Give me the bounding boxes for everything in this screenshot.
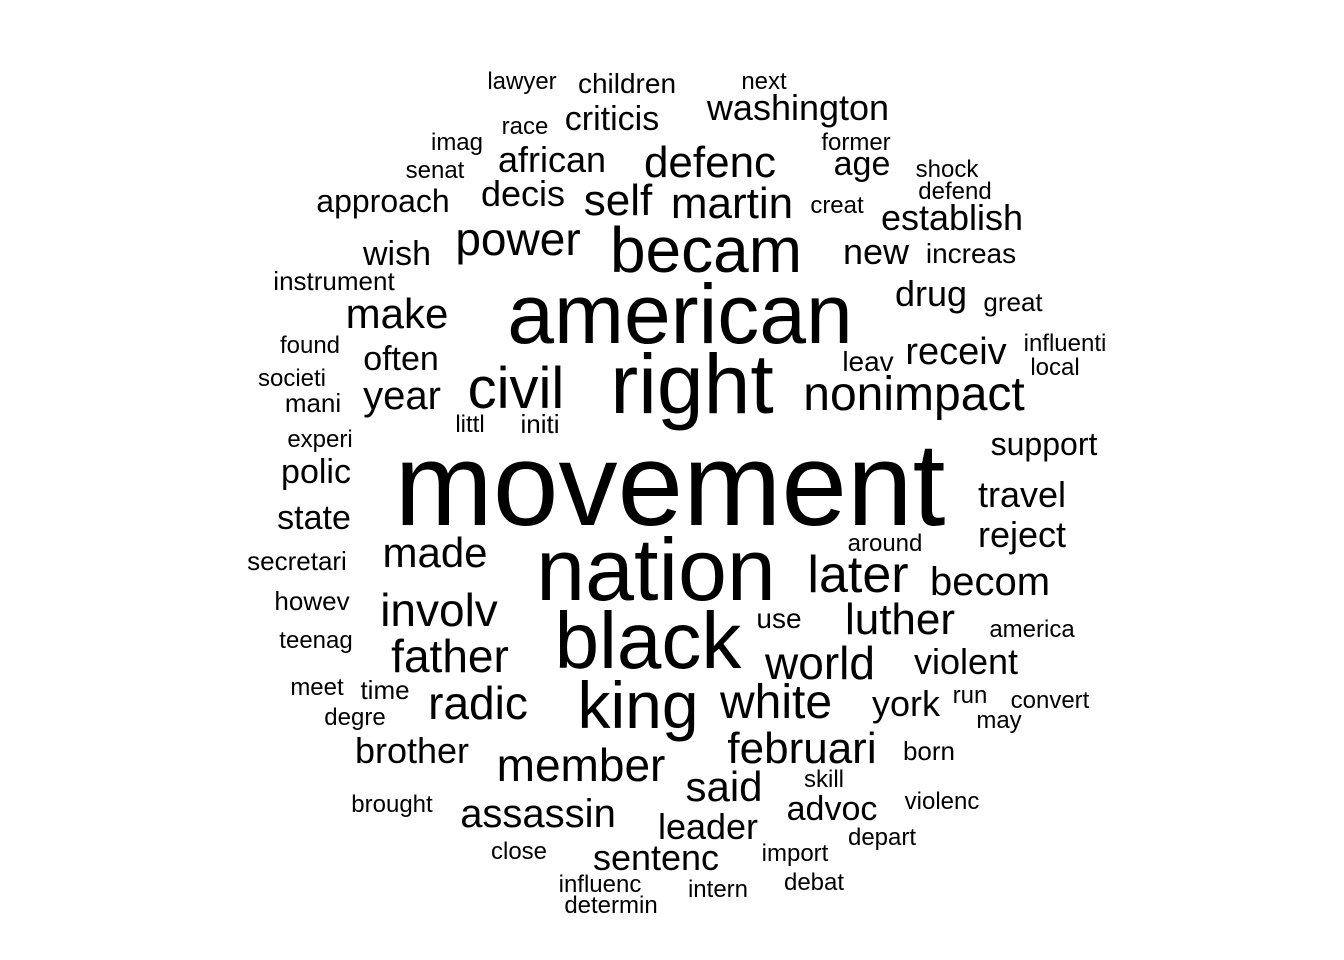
word-race: race bbox=[502, 113, 549, 140]
word-black: black bbox=[555, 596, 743, 685]
word-senat: senat bbox=[406, 157, 465, 184]
word-skill: skill bbox=[804, 766, 844, 793]
word-local: local bbox=[1030, 354, 1079, 381]
word-drug: drug bbox=[895, 273, 967, 314]
word-determin: determin bbox=[564, 892, 657, 919]
word-close: close bbox=[491, 838, 547, 865]
word-influenc: influenc bbox=[559, 871, 642, 898]
word-violenc: violenc bbox=[905, 788, 980, 815]
word-new: new bbox=[843, 231, 910, 272]
word-around: around bbox=[848, 530, 923, 557]
word-receiv: receiv bbox=[905, 331, 1006, 373]
word-becom: becom bbox=[930, 560, 1050, 604]
word-said: said bbox=[685, 763, 762, 810]
word-leav: leav bbox=[842, 346, 893, 377]
word-creat: creat bbox=[810, 192, 864, 219]
word-father: father bbox=[391, 630, 509, 682]
word-advoc: advoc bbox=[787, 790, 878, 828]
word-later: later bbox=[807, 546, 908, 604]
word-import: import bbox=[762, 840, 829, 867]
word-often: often bbox=[363, 340, 439, 378]
word-washington: washington bbox=[706, 87, 889, 128]
word-imag: imag bbox=[431, 129, 483, 156]
word-york: york bbox=[872, 683, 941, 724]
word-mani: mani bbox=[285, 388, 341, 418]
word-run: run bbox=[953, 682, 988, 709]
word-self: self bbox=[584, 176, 653, 225]
word-civil: civil bbox=[468, 356, 565, 421]
word-member: member bbox=[497, 739, 666, 791]
word-initi: initi bbox=[520, 409, 559, 439]
word-movement: movement bbox=[395, 419, 946, 551]
word-assassin: assassin bbox=[460, 792, 616, 836]
word-great: great bbox=[983, 287, 1043, 317]
word-approach: approach bbox=[316, 183, 449, 219]
word-age: age bbox=[834, 145, 891, 183]
word-leader: leader bbox=[658, 806, 758, 847]
word-martin: martin bbox=[671, 179, 793, 228]
word-shock: shock bbox=[916, 156, 980, 183]
word-nonimpact: nonimpact bbox=[803, 368, 1024, 421]
word-king: king bbox=[577, 668, 698, 742]
word-influenti: influenti bbox=[1024, 330, 1107, 357]
word-make: make bbox=[346, 290, 449, 337]
word-white: white bbox=[719, 676, 832, 729]
word-degre: degre bbox=[324, 704, 385, 731]
word-defenc: defenc bbox=[644, 138, 776, 187]
word-luther: luther bbox=[845, 595, 955, 644]
word-increas: increas bbox=[926, 238, 1016, 269]
word-state: state bbox=[277, 499, 351, 537]
word-support: support bbox=[991, 426, 1098, 462]
word-children: children bbox=[578, 68, 676, 99]
word-american: american bbox=[507, 267, 852, 361]
word-world: world bbox=[764, 637, 875, 689]
word-lawyer: lawyer bbox=[487, 68, 556, 95]
word-former: former bbox=[821, 129, 890, 156]
word-made: made bbox=[382, 529, 487, 576]
word-found: found bbox=[280, 332, 340, 359]
word-becam: becam bbox=[610, 214, 802, 286]
word-travel: travel bbox=[978, 474, 1066, 515]
word-februari: februari bbox=[727, 724, 876, 773]
word-power: power bbox=[455, 213, 580, 265]
word-depart: depart bbox=[848, 824, 916, 851]
word-involv: involv bbox=[380, 584, 498, 636]
word-convert: convert bbox=[1011, 687, 1090, 714]
word-african: african bbox=[498, 139, 606, 180]
word-may: may bbox=[976, 707, 1021, 734]
word-wish: wish bbox=[362, 235, 431, 273]
word-teenag: teenag bbox=[279, 627, 352, 654]
word-defend: defend bbox=[918, 178, 991, 205]
word-year: year bbox=[363, 374, 441, 418]
word-criticis: criticis bbox=[565, 100, 659, 138]
word-brother: brother bbox=[355, 730, 469, 771]
word-howev: howev bbox=[274, 586, 349, 616]
word-sentenc: sentenc bbox=[593, 837, 719, 878]
word-societi: societi bbox=[258, 365, 326, 392]
word-establish: establish bbox=[881, 197, 1023, 238]
word-nation: nation bbox=[536, 520, 776, 619]
word-right: right bbox=[610, 337, 773, 431]
word-born: born bbox=[903, 736, 955, 766]
word-intern: intern bbox=[688, 876, 748, 903]
word-secretari: secretari bbox=[247, 546, 347, 576]
word-violent: violent bbox=[914, 641, 1018, 682]
word-decis: decis bbox=[481, 173, 565, 214]
word-radic: radic bbox=[428, 677, 528, 729]
word-meet: meet bbox=[290, 674, 344, 701]
word-experi: experi bbox=[287, 426, 352, 453]
word-america: america bbox=[989, 616, 1075, 643]
word-reject: reject bbox=[978, 514, 1066, 555]
word-brought: brought bbox=[351, 791, 433, 818]
word-use: use bbox=[756, 603, 801, 634]
word-time: time bbox=[360, 675, 409, 705]
word-next: next bbox=[741, 68, 787, 95]
word-littl: littl bbox=[455, 411, 484, 438]
word-debat: debat bbox=[784, 869, 844, 896]
word-instrument: instrument bbox=[273, 266, 395, 296]
word-polic: polic bbox=[281, 453, 351, 491]
